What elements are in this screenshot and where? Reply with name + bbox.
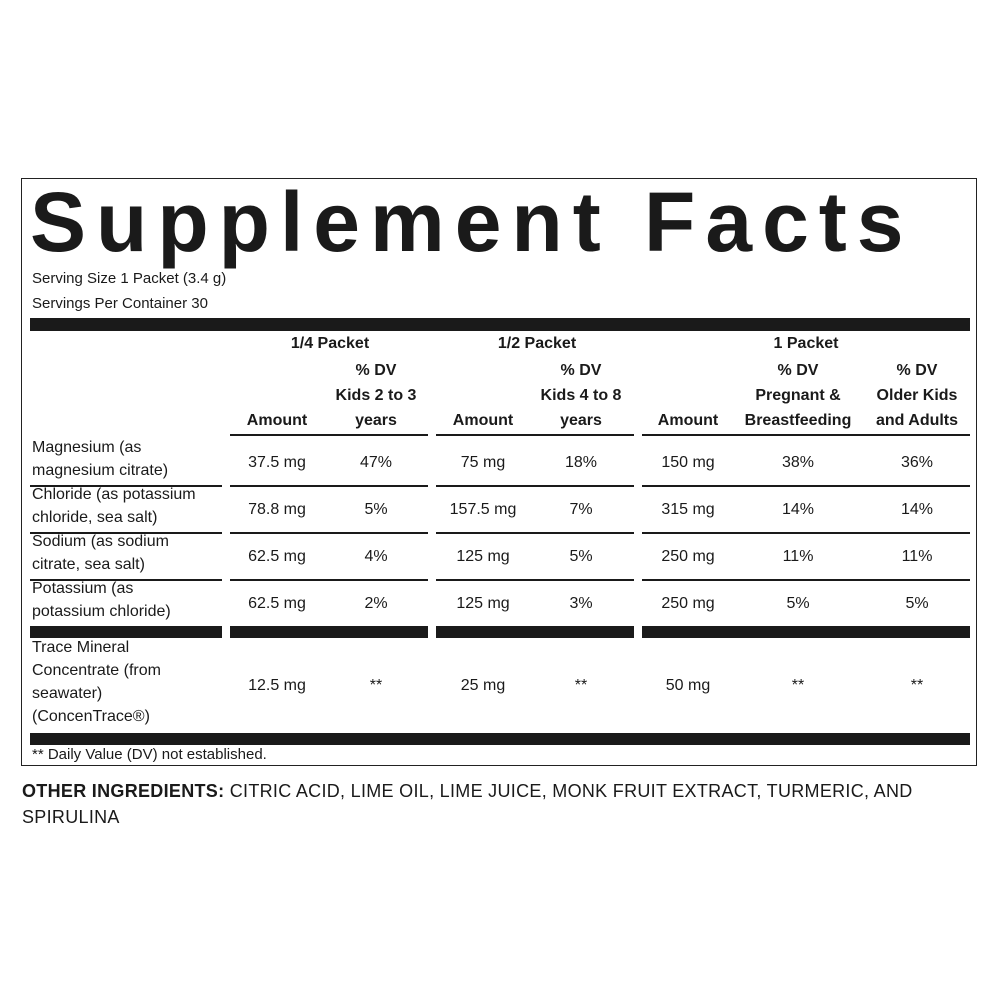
cell: 47%	[359, 454, 393, 471]
serving-size: Serving Size 1 Packet (3.4 g)	[32, 270, 227, 287]
cell: 5%	[905, 595, 929, 612]
column-header: % DV	[355, 362, 397, 379]
rule	[436, 434, 634, 436]
rule	[230, 579, 428, 581]
cell: 150 mg	[661, 454, 715, 471]
cell: 37.5 mg	[248, 454, 306, 471]
group-header: 1 Packet	[773, 335, 839, 352]
column-header: and Adults	[875, 412, 959, 429]
cell: 125 mg	[456, 548, 510, 565]
servings-per-container: Servings Per Container 30	[32, 295, 208, 312]
rule	[30, 485, 222, 487]
thick-rule	[30, 733, 970, 745]
column-header: Breastfeeding	[744, 412, 852, 429]
cell: 5%	[364, 501, 388, 518]
cell: 157.5 mg	[449, 501, 517, 518]
other-ingredients-label: OTHER INGREDIENTS:	[22, 781, 225, 801]
rule	[642, 434, 970, 436]
rule	[642, 579, 970, 581]
cell: 3%	[569, 595, 593, 612]
nutrient-name: Magnesium (as	[32, 439, 142, 456]
cell: 78.8 mg	[248, 501, 306, 518]
cell: 5%	[786, 595, 810, 612]
cell: 315 mg	[661, 501, 715, 518]
column-header: Kids 2 to 3	[335, 387, 417, 404]
column-header: % DV	[777, 362, 819, 379]
rule	[230, 532, 428, 534]
column-header: % DV	[896, 362, 938, 379]
column-header: years	[560, 412, 602, 429]
nutrient-name: Sodium (as sodium	[32, 533, 169, 550]
nutrient-name: potassium chloride)	[32, 603, 171, 620]
nutrient-name: magnesium citrate)	[32, 462, 169, 479]
thick-rule	[436, 626, 634, 638]
nutrient-name: seawater)	[32, 685, 103, 702]
cell: 18%	[564, 454, 598, 471]
cell: 250 mg	[661, 595, 715, 612]
column-header: years	[355, 412, 397, 429]
nutrient-name: chloride, sea salt)	[32, 509, 158, 526]
column-header: Amount	[246, 412, 308, 429]
cell: 62.5 mg	[248, 595, 306, 612]
cell: 11%	[901, 548, 933, 565]
thick-rule	[230, 626, 428, 638]
rule	[230, 485, 428, 487]
nutrient-name: citrate, sea salt)	[32, 556, 145, 573]
rule	[230, 434, 428, 436]
group-header: 1/4 Packet	[290, 335, 370, 352]
cell: 250 mg	[661, 548, 715, 565]
facts-panel	[21, 178, 977, 766]
cell: 38%	[781, 454, 815, 471]
title: Supplement Facts	[30, 175, 914, 269]
rule	[642, 532, 970, 534]
column-header: Older Kids	[876, 387, 958, 404]
cell: 125 mg	[456, 595, 510, 612]
cell: 5%	[569, 548, 593, 565]
column-header: Amount	[657, 412, 719, 429]
rule	[30, 532, 222, 534]
nutrient-name: Concentrate (from	[32, 662, 161, 679]
nutrient-name: Chloride (as potassium	[32, 486, 196, 503]
cell: 25 mg	[460, 677, 506, 694]
column-header: % DV	[560, 362, 602, 379]
cell: **	[369, 677, 383, 694]
cell: **	[791, 677, 805, 694]
cell: 14%	[900, 501, 934, 518]
cell: 7%	[569, 501, 593, 518]
cell: **	[910, 677, 924, 694]
cell: 50 mg	[665, 677, 711, 694]
footnote: ** Daily Value (DV) not established.	[32, 746, 267, 763]
cell: 11%	[782, 548, 814, 565]
cell: 62.5 mg	[248, 548, 306, 565]
group-header: 1/2 Packet	[497, 335, 577, 352]
other-ingredients: OTHER INGREDIENTS: CITRIC ACID, LIME OIL…	[22, 778, 977, 830]
thick-rule	[642, 626, 970, 638]
nutrient-name: (ConcenTrace®)	[32, 708, 150, 725]
thick-rule	[30, 318, 970, 331]
column-header: Amount	[452, 412, 514, 429]
column-header: Pregnant &	[755, 387, 841, 404]
nutrient-name: Trace Mineral	[32, 639, 130, 656]
rule	[436, 532, 634, 534]
cell: 75 mg	[460, 454, 506, 471]
cell: 36%	[900, 454, 934, 471]
rule	[436, 485, 634, 487]
cell: 2%	[364, 595, 388, 612]
cell: 14%	[781, 501, 815, 518]
rule	[30, 579, 222, 581]
thick-rule	[30, 626, 222, 638]
rule	[436, 579, 634, 581]
other-ingredients-text: CITRIC ACID, LIME OIL, LIME JUICE, MONK …	[22, 781, 913, 827]
cell: **	[574, 677, 588, 694]
cell: 4%	[364, 548, 388, 565]
nutrient-name: Potassium (as	[32, 580, 134, 597]
rule	[642, 485, 970, 487]
cell: 12.5 mg	[248, 677, 306, 694]
column-header: Kids 4 to 8	[540, 387, 622, 404]
